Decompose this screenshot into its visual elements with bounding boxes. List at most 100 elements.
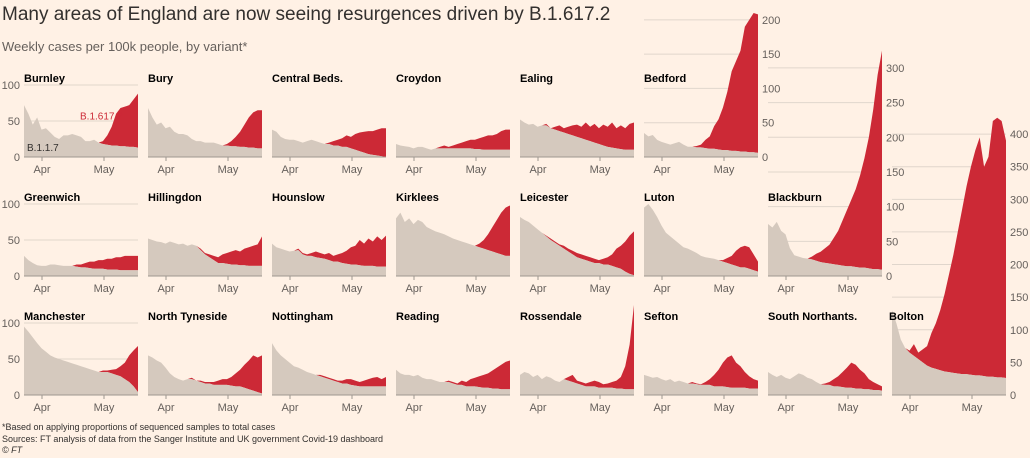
source-text: Sources: FT analysis of data from the Sa…	[2, 433, 384, 444]
small-multiples-chart: Apr May Burnley 0 50 100 B.1.617.2 B.1.1.7 Apr Ma…	[2, 13, 1028, 414]
y-tick-label: 0	[14, 152, 20, 164]
y-tick-label: 50	[886, 236, 898, 248]
panel-manchester: Apr May Manchester 0 50 100	[2, 311, 138, 414]
panel-hounslow: Apr May Hounslow	[272, 192, 386, 295]
y-tick-label: 50	[8, 354, 20, 366]
y-tick-label: 50	[1010, 357, 1022, 369]
panel-name: Nottingham	[272, 311, 333, 323]
x-tick-label: Apr	[777, 283, 794, 295]
x-tick-label: May	[342, 283, 363, 295]
x-tick-label: May	[218, 402, 239, 414]
footnote-block: *Based on applying proportions of sequen…	[2, 422, 383, 457]
panel-leicester: Apr May Leicester	[520, 192, 634, 295]
x-tick-label: Apr	[157, 283, 174, 295]
panel-reading: Apr May Reading	[396, 311, 510, 414]
footnote-text: *Based on applying proportions of sequen…	[2, 422, 276, 432]
b16172-area	[520, 216, 634, 276]
b16172-area	[396, 129, 510, 150]
panel-ealing: Apr May Ealing	[520, 73, 634, 176]
panel-bedford: Apr May Bedford 0 50 100 150 200	[644, 13, 780, 176]
panel-name: Hounslow	[272, 192, 325, 204]
panel-name: Central Beds.	[272, 73, 343, 85]
panel-blackburn: Apr May Blackburn 0 50 100 150 200 250 300	[768, 50, 904, 295]
series-label-b117: B.1.1.7	[27, 143, 59, 154]
x-tick-label: May	[94, 402, 115, 414]
b117-area	[396, 369, 510, 395]
x-tick-label: May	[94, 164, 115, 176]
x-tick-label: May	[218, 164, 239, 176]
y-tick-label: 150	[762, 49, 780, 61]
y-tick-label: 400	[1010, 129, 1028, 141]
x-tick-label: Apr	[157, 402, 174, 414]
x-tick-label: Apr	[653, 283, 670, 295]
y-tick-label: 0	[762, 152, 768, 164]
panel-nottingham: Apr May Nottingham	[272, 311, 386, 414]
y-tick-label: 350	[1010, 162, 1028, 174]
panel-name: Hillingdon	[148, 192, 202, 204]
b16172-area	[768, 50, 882, 270]
b16172-area	[148, 236, 262, 266]
x-tick-label: Apr	[653, 402, 670, 414]
b117-area	[272, 243, 386, 276]
panel-name: Luton	[644, 192, 675, 204]
panel-bury: Apr May Bury	[148, 73, 262, 176]
b117-area	[520, 371, 634, 395]
b117-area	[24, 255, 138, 276]
b16172-area	[148, 108, 262, 149]
x-tick-label: Apr	[281, 402, 298, 414]
b16172-area	[644, 204, 758, 272]
y-tick-label: 100	[762, 83, 780, 95]
x-tick-label: Apr	[529, 283, 546, 295]
x-tick-label: May	[342, 164, 363, 176]
panel-name: Bury	[148, 73, 174, 85]
b117-area	[520, 216, 634, 276]
panel-name: Greenwich	[24, 192, 81, 204]
y-tick-label: 100	[2, 318, 20, 330]
y-tick-label: 100	[1010, 325, 1028, 337]
y-tick-label: 50	[8, 235, 20, 247]
b117-area	[644, 204, 758, 276]
b16172-area	[644, 13, 758, 153]
b16172-area	[768, 362, 882, 391]
panel-kirklees: Apr May Kirklees	[396, 192, 510, 295]
y-tick-label: 100	[2, 199, 20, 211]
x-tick-label: May	[590, 283, 611, 295]
x-tick-label: Apr	[281, 283, 298, 295]
b16172-area	[24, 255, 138, 271]
panel-name: Sefton	[644, 311, 679, 323]
y-tick-label: 50	[8, 116, 20, 128]
panel-name: South Northants.	[768, 311, 857, 323]
x-tick-label: May	[466, 283, 487, 295]
x-tick-label: Apr	[405, 164, 422, 176]
series-label-b16172: B.1.617.2	[80, 112, 123, 123]
b16172-area	[892, 117, 1006, 379]
x-tick-label: Apr	[281, 164, 298, 176]
panel-burnley: Apr May Burnley 0 50 100 B.1.617.2 B.1.1.7	[2, 73, 138, 176]
b117-area	[148, 355, 262, 395]
y-tick-label: 250	[1010, 227, 1028, 239]
panel-central-beds: Apr May Central Beds.	[272, 73, 386, 176]
y-tick-label: 100	[886, 202, 904, 214]
b16172-area	[644, 355, 758, 389]
b16172-area	[272, 235, 386, 267]
chart-title: Many areas of England are now seeing res…	[2, 4, 611, 25]
panel-bolton: Apr May Bolton 0 50 100 150 200 250 300 350 400	[889, 117, 1028, 414]
y-tick-label: 300	[1010, 194, 1028, 206]
b117-area	[644, 374, 758, 395]
b117-area	[272, 343, 386, 395]
panel-name: Leicester	[520, 192, 569, 204]
panel-name: Ealing	[520, 73, 553, 85]
x-tick-label: Apr	[901, 402, 918, 414]
x-tick-label: Apr	[33, 283, 50, 295]
b117-area	[768, 371, 882, 395]
y-tick-label: 0	[1010, 390, 1016, 402]
b117-area	[892, 310, 1006, 395]
x-tick-label: May	[714, 283, 735, 295]
x-tick-label: May	[94, 283, 115, 295]
x-tick-label: May	[466, 402, 487, 414]
x-tick-label: Apr	[33, 402, 50, 414]
copyright-text: © FT	[2, 445, 23, 455]
x-tick-label: May	[714, 164, 735, 176]
b117-area	[24, 326, 138, 395]
b16172-area	[272, 343, 386, 387]
